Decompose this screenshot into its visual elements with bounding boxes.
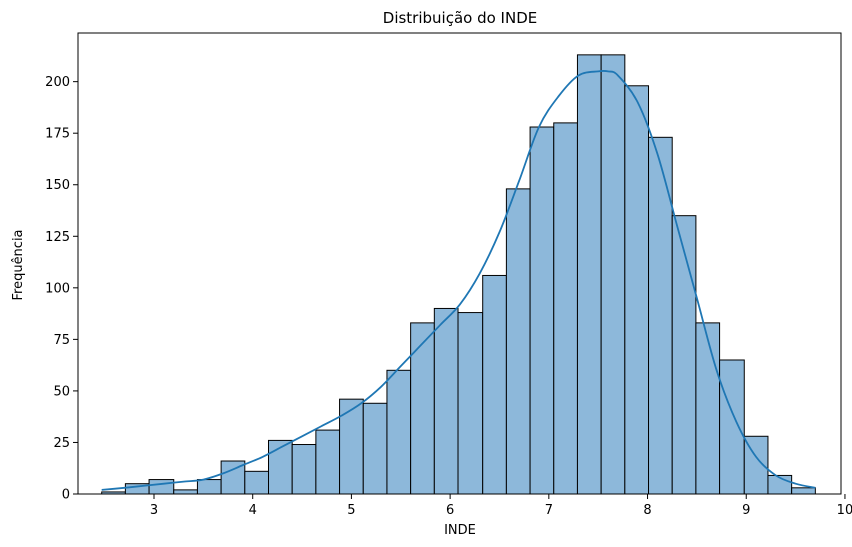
y-tick-label: 25 <box>53 436 70 451</box>
histogram-bar-15 <box>457 312 484 495</box>
chart-title: Distribuição do INDE <box>383 9 537 27</box>
y-tick-label: 150 <box>45 178 70 193</box>
histogram-bar-9 <box>315 429 341 495</box>
x-tick-label: 5 <box>347 503 355 518</box>
y-tick-label: 100 <box>45 281 70 296</box>
y-tick-label: 175 <box>45 127 70 142</box>
histogram-bar-14 <box>433 307 459 495</box>
y-axis: 0 25 50 75 100 125 150 175 200 <box>45 75 78 503</box>
kde-curve <box>101 69 816 491</box>
histogram-bar-20 <box>576 54 602 495</box>
histogram-bar-18 <box>529 126 555 495</box>
bars-layer <box>101 54 816 495</box>
histogram-bar-19 <box>553 122 578 495</box>
y-axis-title: Frequência <box>11 229 26 300</box>
y-tick-label: 0 <box>62 488 70 503</box>
histogram-bar-3 <box>173 489 198 495</box>
y-tick-label: 200 <box>45 75 70 90</box>
x-tick-label: 3 <box>150 503 158 518</box>
plot-frame <box>77 32 842 495</box>
histogram-bar-10 <box>339 398 364 495</box>
x-tick-label: 6 <box>446 503 454 518</box>
histogram-bar-13 <box>410 322 435 495</box>
x-tick-label: 4 <box>249 503 257 518</box>
histogram-bar-11 <box>362 402 388 495</box>
x-axis-title: INDE <box>444 523 476 538</box>
histogram-bar-16 <box>482 274 507 495</box>
histogram-bar-12 <box>386 369 412 495</box>
x-tick-label: 9 <box>742 503 750 518</box>
histogram-bar-17 <box>505 188 531 495</box>
y-tick-label: 50 <box>53 384 70 399</box>
x-tick-label: 8 <box>643 503 651 518</box>
histogram-bar-25 <box>695 322 721 495</box>
kde-layer <box>101 69 816 491</box>
y-tick-label: 125 <box>45 230 70 245</box>
x-tick-label: 7 <box>545 503 553 518</box>
histogram-bar-8 <box>291 444 317 495</box>
histogram-bar-24 <box>671 215 697 495</box>
histogram-bar-26 <box>719 359 745 495</box>
histogram-bar-21 <box>600 54 626 495</box>
histogram-bar-2 <box>148 479 175 495</box>
histogram-bar-6 <box>244 470 269 495</box>
histogram-bar-29 <box>791 487 816 495</box>
x-tick-label: 10 <box>837 503 852 518</box>
x-axis: 3 4 5 6 7 8 9 10 <box>150 494 852 518</box>
histogram-bar-4 <box>196 479 222 495</box>
y-tick-label: 75 <box>53 333 70 348</box>
histogram-bar-22 <box>624 85 650 495</box>
